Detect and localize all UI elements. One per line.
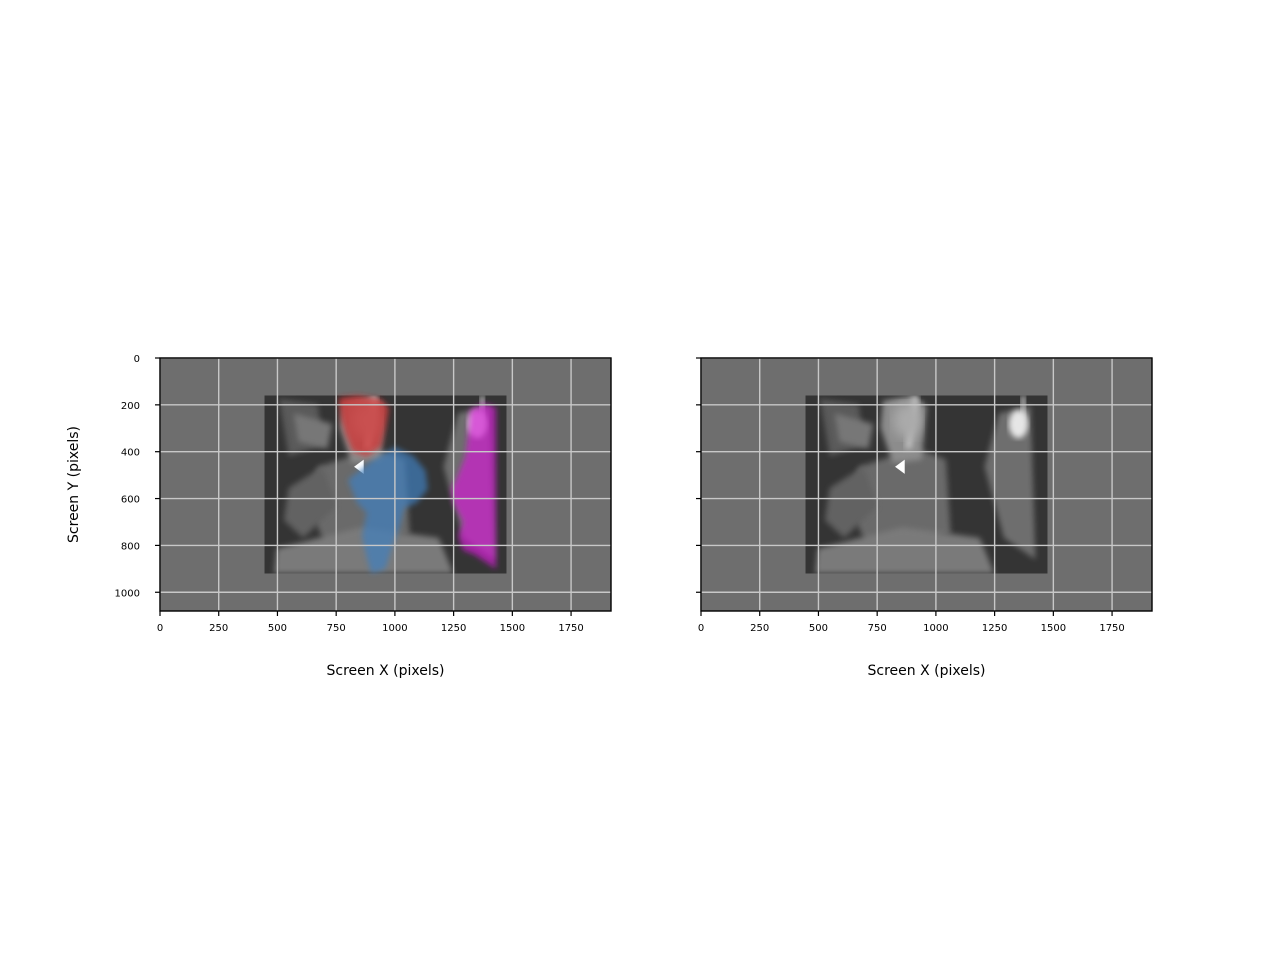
overlay-red-region (338, 395, 390, 457)
left-axes-frame (159, 357, 612, 612)
overlay-blue-region (347, 447, 428, 574)
right-x-tick-label: 1750 (1099, 623, 1124, 634)
right-photo-face (892, 402, 922, 439)
right-x-tick-label: 750 (868, 623, 887, 634)
left-y-tick-label: 200 (121, 401, 140, 412)
left-y-tick-label: 400 (121, 448, 140, 459)
right-x-tick-label: 1000 (923, 623, 948, 634)
left-y-axis-label: Screen Y (pixels) (66, 426, 82, 543)
right-photo-shape-1 (834, 413, 874, 449)
left-x-tick-label: 0 (157, 623, 163, 634)
right-x-tick-label: 1250 (982, 623, 1007, 634)
left-x-tick-label: 500 (268, 623, 287, 634)
left-y-tick-label: 0 (134, 354, 140, 365)
right-x-tick-label: 250 (750, 623, 769, 634)
left-segmentation-overlays (338, 395, 496, 574)
right-panel: 0 250 500 750 1000 1250 1500 1750 Screen X (pix… (696, 357, 1153, 679)
left-x-tick-label: 1000 (382, 623, 407, 634)
left-y-tick-label: 600 (121, 495, 140, 506)
right-photo-shape-6 (984, 406, 1036, 560)
overlay-magenta-region (451, 403, 496, 569)
left-y-ticks: 0 200 400 600 800 1000 (115, 354, 160, 599)
left-photo-shape-5 (283, 466, 338, 538)
left-x-tick-label: 750 (327, 623, 346, 634)
left-photo-shape-1 (293, 413, 333, 449)
left-photo-shape-4 (274, 527, 454, 574)
left-x-axis-label: Screen X (pixels) (327, 663, 445, 679)
left-panel: 0 250 500 750 1000 1250 1500 1750 0 200 400 600 800… (66, 354, 612, 679)
right-x-tick-label: 1500 (1041, 623, 1066, 634)
right-photo-shape-5 (824, 466, 879, 538)
right-x-tick-label: 0 (698, 623, 704, 634)
right-photo-shape-4 (815, 527, 995, 574)
right-x-tick-label: 500 (809, 623, 828, 634)
left-x-tick-label: 250 (209, 623, 228, 634)
right-axes-frame (700, 357, 1153, 612)
left-y-tick-label: 800 (121, 541, 140, 552)
left-y-tick-label: 1000 (115, 588, 140, 599)
right-photo-hand (1008, 409, 1029, 439)
left-x-tick-label: 1250 (441, 623, 466, 634)
right-x-ticks: 0 250 500 750 1000 1250 1500 1750 (698, 611, 1125, 634)
left-x-tick-label: 1750 (558, 623, 583, 634)
right-photo-highlight (895, 459, 905, 474)
right-y-ticks (696, 357, 701, 593)
right-x-axis-label: Screen X (pixels) (868, 663, 986, 679)
left-x-ticks: 0 250 500 750 1000 1250 1500 1750 (157, 611, 584, 634)
right-photo (805, 395, 1048, 574)
left-x-tick-label: 1500 (500, 623, 525, 634)
right-grid (700, 357, 1152, 611)
